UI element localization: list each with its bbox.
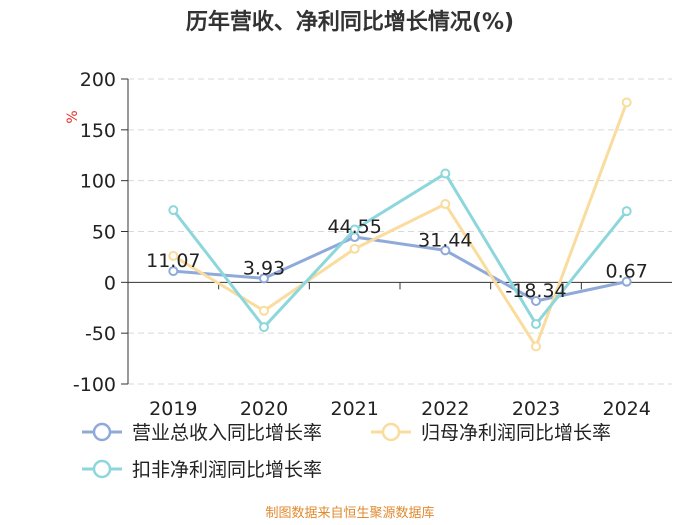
chart-title: 历年营收、净利同比增长情况(%) <box>186 9 514 35</box>
series-0-point <box>531 295 541 306</box>
y-tick-label: -50 <box>85 323 116 345</box>
data-label: 3.93 <box>243 257 285 279</box>
series-2-point <box>440 168 451 179</box>
legend-item-1[interactable]: 归母净利润同比增长率 <box>371 422 611 444</box>
y-tick-label: 150 <box>80 120 116 142</box>
series-line-1 <box>172 101 629 348</box>
legend-label: 归母净利润同比增长率 <box>421 422 611 444</box>
series-2-point <box>531 319 541 330</box>
data-label: 44.55 <box>327 216 381 238</box>
series-1-point <box>168 250 179 261</box>
legend-swatch-marker <box>92 422 112 442</box>
data-labels: 11.07 3.93 44.55 31.44 -18.34 0.67 <box>146 216 648 302</box>
series-0-point <box>621 276 632 287</box>
y-tick-label: 50 <box>92 222 116 244</box>
y-tick-label: 200 <box>80 69 116 91</box>
data-label: 31.44 <box>418 229 472 251</box>
series-line-0 <box>173 235 627 303</box>
x-tick-label: 2022 <box>421 398 469 420</box>
series-1-point <box>349 243 360 254</box>
legend-label: 扣非净利润同比增长率 <box>132 459 322 481</box>
series-1-point <box>440 199 451 210</box>
legend-swatch-marker <box>381 422 401 442</box>
data-label: -18.34 <box>505 280 566 302</box>
y-tick-label: 0 <box>104 272 116 294</box>
data-label: 0.67 <box>606 261 648 283</box>
series-group <box>168 97 632 352</box>
legend-item-2[interactable]: 扣非净利润同比增长率 <box>82 459 322 481</box>
x-tick-label: 2024 <box>602 398 650 420</box>
series-line-2 <box>172 172 628 329</box>
x-tick-label: 2021 <box>330 398 378 420</box>
series-0-point <box>259 273 269 284</box>
x-tick-label: 2023 <box>512 398 560 420</box>
source-note: 制图数据来自恒生聚源数据库 <box>265 505 434 521</box>
series-2-point <box>259 322 269 333</box>
legend-item-0[interactable]: 营业总收入同比增长率 <box>82 422 322 444</box>
y-tick-label: 100 <box>80 171 116 193</box>
y-axis-unit: % <box>65 110 81 123</box>
series-1-point <box>621 97 632 108</box>
y-tick-label: -100 <box>73 374 116 396</box>
series-2-point <box>168 205 179 216</box>
grid-lines <box>128 78 672 385</box>
legend-swatch-marker <box>92 459 112 479</box>
series-2-point <box>621 206 632 217</box>
data-label: 11.07 <box>146 250 200 272</box>
x-tick-label: 2019 <box>149 398 197 420</box>
series-1-point <box>259 305 269 316</box>
series-0-point <box>168 266 179 277</box>
legend-label: 营业总收入同比增长率 <box>132 422 322 444</box>
series-0-point <box>440 245 451 256</box>
x-tick-label: 2020 <box>240 398 288 420</box>
axes: 200 150 100 50 0 -50 -100 2019 2020 2021 2022 2023 2… <box>73 69 672 420</box>
series-1-point <box>531 341 541 352</box>
series-2-point <box>349 224 360 235</box>
